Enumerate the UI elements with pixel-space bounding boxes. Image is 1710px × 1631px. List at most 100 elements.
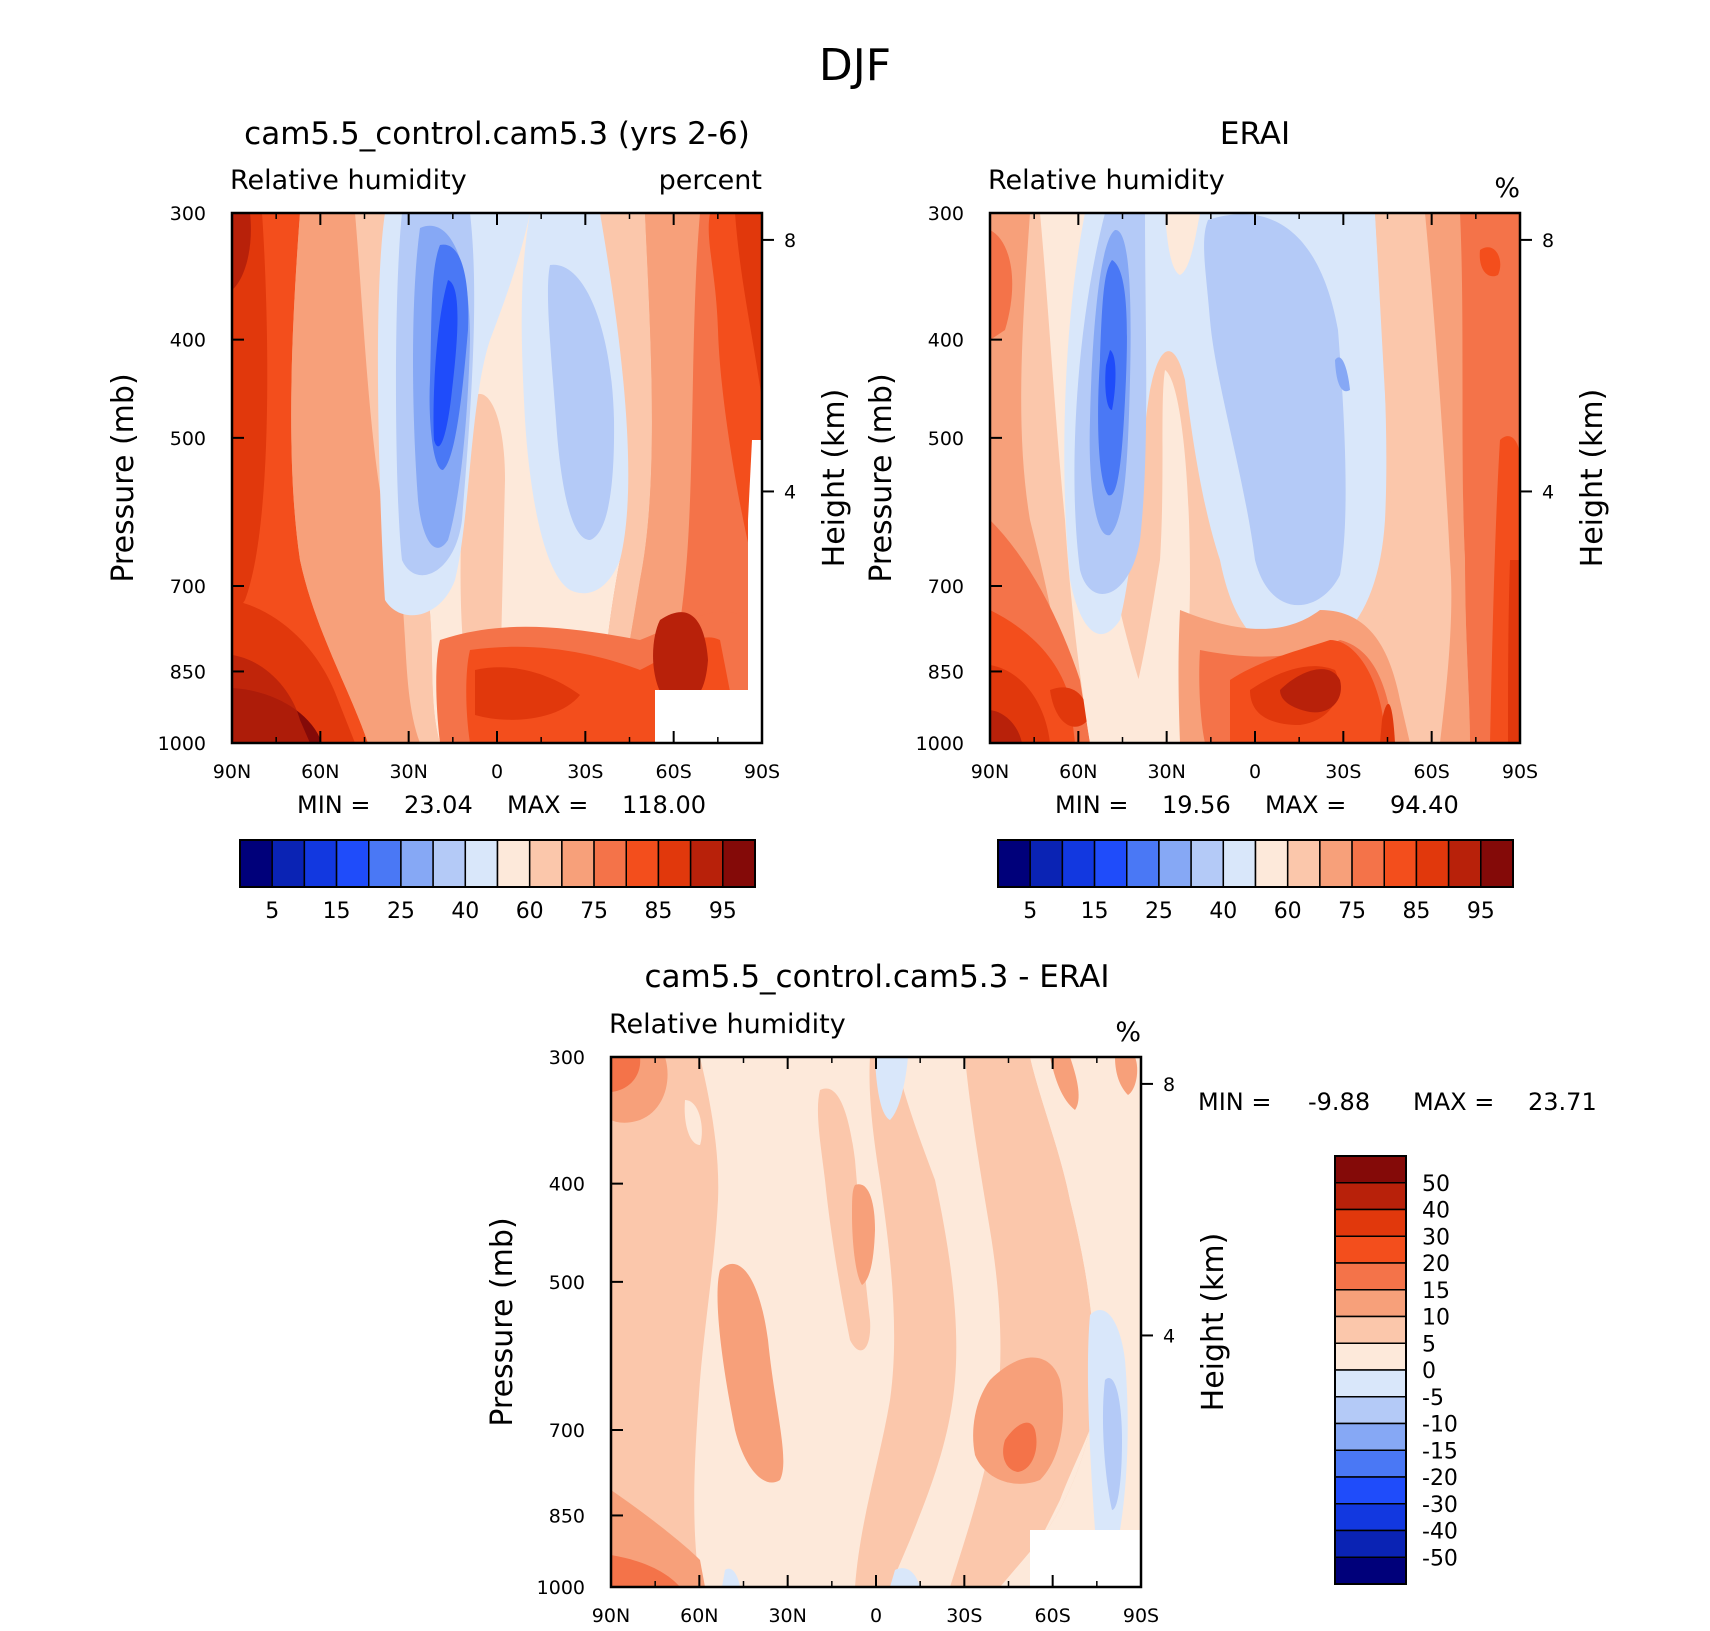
colorbar-label: -5 bbox=[1422, 1386, 1444, 1411]
colorbar-swatch bbox=[239, 839, 273, 888]
contour-field bbox=[990, 213, 1520, 743]
colorbar-label: 50 bbox=[1422, 1172, 1450, 1197]
units-label: % bbox=[1115, 1017, 1141, 1048]
colorbar-swatch bbox=[1334, 1235, 1407, 1264]
colorbar-swatch bbox=[1334, 1342, 1407, 1371]
axes: 90N 60N 30N 0 30S 60S 90S 300 400 500 700 850 1000 4 8 bbox=[916, 203, 1554, 783]
colorbar-swatch bbox=[1334, 1155, 1407, 1184]
colorbar-label: 30 bbox=[1422, 1225, 1450, 1250]
y-tick-label: 850 bbox=[170, 661, 206, 683]
colorbar-label: 75 bbox=[1338, 899, 1366, 924]
colorbar-label: -10 bbox=[1422, 1413, 1458, 1438]
y-tick-label: 700 bbox=[170, 576, 206, 598]
colorbar-swatch bbox=[1334, 1208, 1407, 1237]
x-tick-label: 60N bbox=[680, 1605, 718, 1627]
colorbar-label: 25 bbox=[387, 899, 415, 924]
colorbar-swatch bbox=[528, 839, 563, 888]
colorbar-swatch bbox=[722, 839, 756, 888]
axes: 90N 60N 30N 0 30S 60S 90S 300 400 500 700 850 1000 4 8 bbox=[158, 203, 796, 783]
x-tick-label: 30N bbox=[768, 1605, 806, 1627]
colorbar-swatch bbox=[1254, 839, 1289, 888]
y-right-tick-label: 4 bbox=[1163, 1325, 1175, 1347]
missing-data-mask bbox=[1030, 1530, 1141, 1587]
colorbar-label: -50 bbox=[1422, 1546, 1458, 1571]
colorbar-swatch bbox=[1334, 1476, 1407, 1505]
y-tick-label: 300 bbox=[549, 1047, 585, 1069]
colorbar-label: -40 bbox=[1422, 1520, 1458, 1545]
colorbar-swatch bbox=[464, 839, 499, 888]
variable-label: Relative humidity bbox=[609, 1009, 846, 1040]
colorbar-label: 15 bbox=[323, 899, 351, 924]
min-value: -9.88 bbox=[1308, 1088, 1370, 1116]
colorbar-swatch bbox=[432, 839, 467, 888]
x-tick-label: 60N bbox=[301, 761, 339, 783]
axes: 90N 60N 30N 0 30S 60S 90S 300 400 500 700 850 1000 4 8 bbox=[537, 1047, 1175, 1627]
colorbar-swatch bbox=[1334, 1182, 1407, 1211]
x-tick-label: 0 bbox=[491, 761, 503, 783]
colorbar-swatch bbox=[335, 839, 370, 888]
colorbar-label: 5 bbox=[265, 899, 279, 924]
y-tick-label: 700 bbox=[928, 576, 964, 598]
y-tick-label: 300 bbox=[928, 203, 964, 225]
colorbar-swatch bbox=[1286, 839, 1321, 888]
colorbar-swatch bbox=[1190, 839, 1225, 888]
x-tick-label: 90S bbox=[1123, 1605, 1159, 1627]
colorbar-label: 40 bbox=[451, 899, 479, 924]
colorbar-label: -30 bbox=[1422, 1493, 1458, 1518]
colorbar-swatch bbox=[303, 839, 338, 888]
y-tick-label: 400 bbox=[928, 330, 964, 352]
missing-data-mask bbox=[655, 690, 762, 743]
colorbar-swatch bbox=[593, 839, 627, 888]
variable-label: Relative humidity bbox=[988, 165, 1225, 196]
min-label: MIN = bbox=[297, 791, 370, 819]
min-value: 23.04 bbox=[404, 791, 473, 819]
y-axis-label: Pressure (mb) bbox=[106, 373, 141, 582]
colorbar-swatch bbox=[625, 839, 660, 888]
colorbar-swatch bbox=[1319, 839, 1353, 888]
colorbar-swatch bbox=[1334, 1529, 1407, 1558]
x-tick-label: 30N bbox=[1147, 761, 1185, 783]
max-label: MAX = bbox=[507, 791, 588, 819]
colorbar-label: -20 bbox=[1422, 1466, 1458, 1491]
y-tick-label: 500 bbox=[928, 428, 964, 450]
y-tick-label: 850 bbox=[549, 1505, 585, 1527]
y-tick-label: 400 bbox=[549, 1174, 585, 1196]
colorbar-label: 85 bbox=[1402, 899, 1430, 924]
x-tick-label: 60S bbox=[1414, 761, 1450, 783]
y-tick-label: 1000 bbox=[158, 733, 206, 755]
x-tick-label: 30S bbox=[567, 761, 603, 783]
colorbar: 5 15 25 40 60 75 85 95 bbox=[239, 839, 756, 924]
y-right-tick-label: 4 bbox=[784, 481, 796, 503]
colorbar-swatch bbox=[1383, 839, 1418, 888]
colorbar-swatch bbox=[1158, 839, 1192, 888]
y-axis-right-label: Height (km) bbox=[1196, 1233, 1231, 1412]
colorbar-swatch bbox=[997, 839, 1031, 888]
colorbar-swatch bbox=[1222, 839, 1257, 888]
max-label: MAX = bbox=[1413, 1088, 1494, 1116]
colorbar-label: 0 bbox=[1422, 1359, 1436, 1384]
colorbar-swatch bbox=[1061, 839, 1096, 888]
y-tick-label: 1000 bbox=[916, 733, 964, 755]
x-tick-label: 30S bbox=[1325, 761, 1361, 783]
colorbar-label: 60 bbox=[516, 899, 544, 924]
panel-model: cam5.5_control.cam5.3 (yrs 2-6) Relative… bbox=[106, 116, 852, 924]
colorbar-swatch bbox=[1334, 1449, 1407, 1478]
x-tick-label: 30N bbox=[389, 761, 427, 783]
y-axis-label: Pressure (mb) bbox=[485, 1217, 520, 1426]
units-label: percent bbox=[659, 165, 762, 196]
colorbar-swatch bbox=[1334, 1422, 1407, 1451]
x-tick-label: 90N bbox=[592, 1605, 630, 1627]
colorbar-swatch bbox=[1334, 1289, 1407, 1318]
colorbar-label: 75 bbox=[580, 899, 608, 924]
units-label: % bbox=[1494, 173, 1520, 204]
colorbar-swatch bbox=[1126, 839, 1160, 888]
colorbar-label: 15 bbox=[1422, 1279, 1450, 1304]
x-tick-label: 60S bbox=[1035, 1605, 1071, 1627]
panel-title: cam5.5_control.cam5.3 (yrs 2-6) bbox=[244, 116, 750, 152]
panel-title: ERAI bbox=[1220, 116, 1290, 152]
y-tick-label: 300 bbox=[170, 203, 206, 225]
colorbar-label: 5 bbox=[1422, 1332, 1436, 1357]
colorbar-swatch bbox=[561, 839, 595, 888]
y-right-tick-label: 8 bbox=[1163, 1074, 1175, 1096]
